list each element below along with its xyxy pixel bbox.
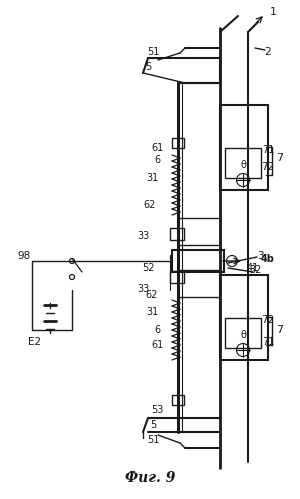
Text: 4b: 4b	[261, 254, 275, 264]
Text: 51: 51	[147, 47, 159, 57]
Bar	[178, 270, 220, 297]
Text: 32: 32	[250, 265, 262, 275]
Bar	[220, 105, 268, 190]
Text: 33: 33	[137, 284, 149, 294]
Bar	[170, 271, 184, 283]
Text: 6: 6	[154, 155, 160, 165]
Text: θ: θ	[240, 160, 246, 170]
Text: θ: θ	[240, 330, 246, 340]
Text: 61: 61	[151, 143, 163, 153]
Text: 98: 98	[17, 251, 31, 261]
Text: 62: 62	[146, 290, 158, 300]
Text: 51: 51	[147, 435, 159, 445]
Bar	[225, 318, 261, 348]
Text: 71: 71	[262, 145, 274, 155]
Text: 62: 62	[144, 200, 156, 210]
Text: 52: 52	[142, 263, 154, 273]
Bar	[178, 218, 220, 245]
Text: 31: 31	[146, 307, 158, 317]
Text: 2: 2	[265, 47, 271, 57]
Text: 41: 41	[247, 263, 259, 273]
Text: 72: 72	[261, 315, 274, 325]
Text: 72: 72	[261, 162, 274, 172]
Text: 53: 53	[151, 405, 163, 415]
Text: 7: 7	[276, 325, 284, 335]
Text: 1: 1	[269, 7, 277, 17]
Text: 31: 31	[146, 173, 158, 183]
Text: 71: 71	[262, 337, 274, 347]
Text: 61: 61	[151, 340, 163, 350]
Bar	[170, 228, 184, 240]
Bar	[172, 395, 184, 405]
Text: 6: 6	[154, 325, 160, 335]
Text: Фиг. 9: Фиг. 9	[125, 471, 175, 485]
Text: 7: 7	[276, 153, 284, 163]
Bar	[172, 138, 184, 148]
Bar	[172, 250, 224, 272]
Text: 3: 3	[257, 251, 263, 261]
Bar	[225, 148, 261, 178]
Text: 33: 33	[137, 231, 149, 241]
Text: E2: E2	[28, 337, 42, 347]
Text: 5: 5	[150, 420, 156, 430]
Bar	[220, 275, 268, 360]
Text: 5: 5	[145, 62, 151, 72]
